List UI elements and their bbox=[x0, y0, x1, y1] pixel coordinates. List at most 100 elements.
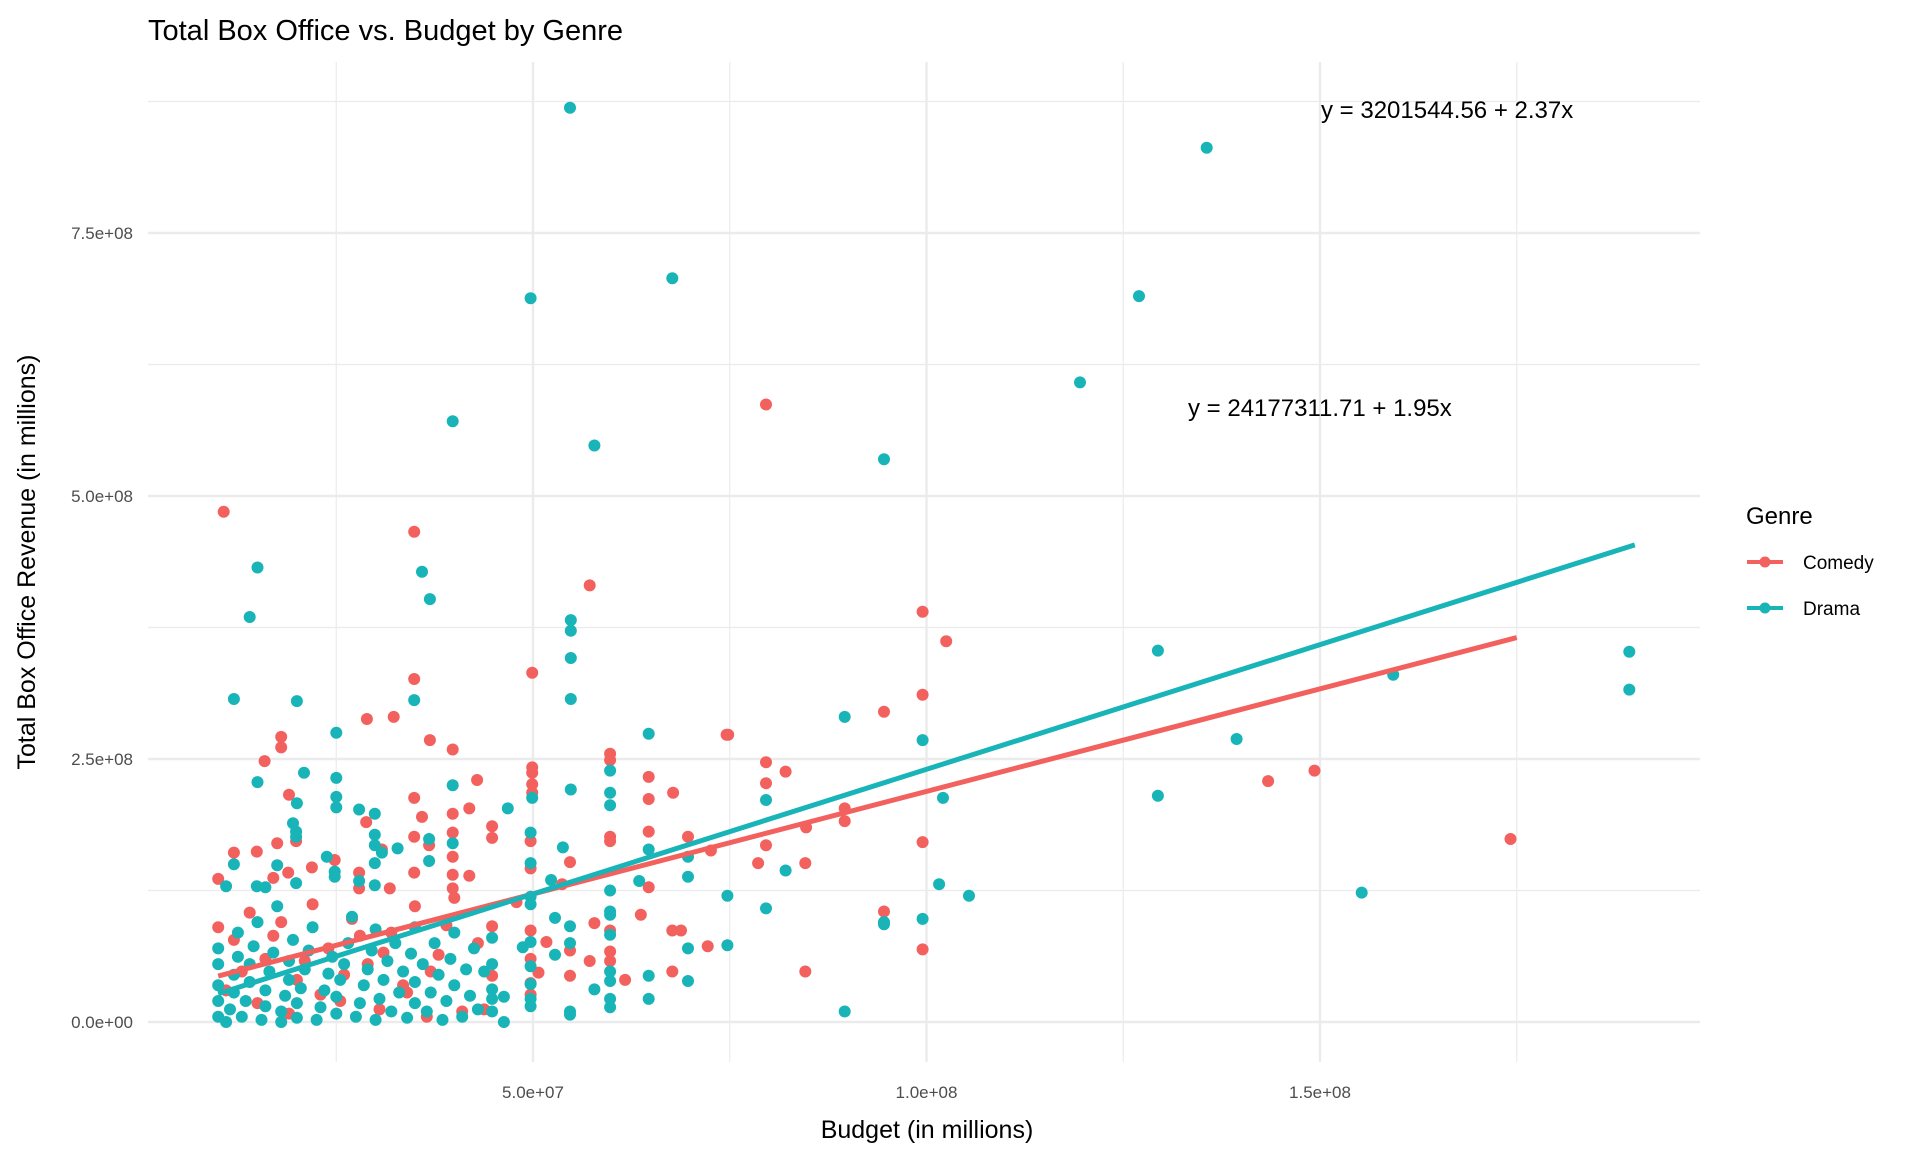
comedy-data-point bbox=[524, 924, 537, 937]
y-tick-label: 7.5e+08 bbox=[71, 224, 133, 243]
drama-data-point bbox=[604, 965, 617, 978]
comedy-data-point bbox=[752, 857, 765, 870]
drama-data-point bbox=[423, 593, 436, 606]
drama-data-point bbox=[497, 990, 510, 1003]
comedy-data-point bbox=[250, 845, 263, 858]
drama-data-point bbox=[330, 771, 343, 784]
comedy-data-point bbox=[1262, 775, 1275, 788]
drama-data-point bbox=[564, 614, 577, 627]
drama-data-point bbox=[937, 791, 949, 804]
drama-data-point bbox=[294, 982, 307, 995]
y-tick-label: 0.0e+00 bbox=[71, 1013, 133, 1032]
drama-data-point bbox=[251, 561, 264, 574]
comedy-data-point bbox=[408, 791, 421, 804]
legend-item-drama: Drama bbox=[1747, 599, 1860, 620]
drama-data-point bbox=[259, 984, 272, 997]
drama-data-point bbox=[524, 292, 537, 305]
drama-data-point bbox=[464, 989, 476, 1002]
comedy-data-point bbox=[526, 778, 539, 791]
comedy-data-point bbox=[675, 924, 687, 937]
comedy-data-point bbox=[619, 973, 632, 986]
comedy-data-point bbox=[463, 869, 476, 882]
drama-regression-line bbox=[217, 542, 1636, 997]
drama-data-point bbox=[377, 973, 390, 986]
comedy-data-point bbox=[760, 839, 772, 852]
comedy-data-point bbox=[446, 807, 459, 820]
drama-data-point bbox=[346, 910, 358, 923]
comedy-data-point bbox=[446, 850, 459, 863]
comedy-data-point bbox=[642, 825, 655, 838]
comedy-data-point bbox=[760, 398, 772, 411]
comedy-data-point bbox=[486, 920, 499, 933]
comedy-data-point bbox=[916, 836, 929, 849]
drama-data-point bbox=[279, 989, 292, 1002]
drama-data-point bbox=[368, 807, 381, 820]
drama-data-point bbox=[440, 995, 453, 1007]
comedy-data-point bbox=[432, 948, 445, 961]
drama-data-point bbox=[251, 916, 264, 929]
drama-data-point bbox=[916, 912, 929, 925]
drama-data-point bbox=[549, 948, 561, 961]
drama-data-point bbox=[604, 928, 617, 941]
comedy-data-point bbox=[604, 835, 617, 848]
drama-data-point bbox=[444, 952, 457, 965]
drama-data-point bbox=[432, 968, 445, 981]
drama-data-point bbox=[423, 855, 436, 867]
comedy-data-point bbox=[423, 734, 436, 747]
drama-data-point bbox=[682, 975, 694, 987]
drama-data-point bbox=[564, 920, 576, 933]
drama-data-point bbox=[436, 1013, 449, 1026]
drama-data-point bbox=[501, 802, 514, 815]
drama-data-point bbox=[604, 786, 617, 799]
comedy-data-point bbox=[667, 786, 680, 799]
drama-data-point bbox=[564, 783, 577, 796]
drama-data-point bbox=[310, 1013, 323, 1026]
drama-data-point bbox=[349, 1010, 362, 1023]
x-tick-label: 1.5e+08 bbox=[1289, 1083, 1351, 1102]
comedy-data-point bbox=[446, 826, 459, 839]
drama-data-point bbox=[423, 833, 436, 845]
drama-data-point bbox=[916, 734, 929, 747]
comedy-data-point bbox=[486, 831, 499, 844]
drama-data-point bbox=[368, 828, 381, 841]
drama-data-point bbox=[271, 900, 284, 913]
drama-data-point bbox=[838, 710, 851, 723]
comedy-data-point bbox=[387, 710, 400, 723]
comedy-data-point bbox=[760, 777, 772, 790]
drama-data-point bbox=[604, 908, 617, 921]
drama-data-point bbox=[330, 990, 343, 1003]
drama-data-point bbox=[368, 857, 381, 870]
comedy-data-point bbox=[604, 754, 617, 767]
drama-data-point bbox=[330, 1007, 343, 1020]
comedy-data-point bbox=[275, 916, 288, 929]
drama-data-point bbox=[239, 995, 252, 1007]
comedy-data-point bbox=[486, 820, 499, 833]
drama-data-point bbox=[564, 937, 576, 950]
drama-data-point bbox=[1074, 376, 1086, 389]
drama-data-point bbox=[298, 766, 310, 779]
comedy-data-point bbox=[642, 881, 655, 894]
drama-data-point bbox=[428, 937, 441, 950]
comedy-data-point bbox=[799, 965, 812, 978]
drama-data-point bbox=[564, 693, 577, 705]
comedy-data-point bbox=[642, 770, 655, 783]
drama-data-point bbox=[306, 921, 319, 934]
drama-data-point bbox=[524, 960, 537, 973]
drama-data-point bbox=[334, 973, 347, 986]
drama-data-point bbox=[275, 1016, 288, 1028]
legend-label-comedy: Comedy bbox=[1803, 553, 1874, 574]
series-drama-points bbox=[212, 101, 1636, 1028]
comedy-data-point bbox=[212, 921, 225, 934]
comedy-data-point bbox=[212, 872, 225, 885]
drama-data-point bbox=[878, 453, 890, 466]
drama-data-point bbox=[604, 975, 617, 987]
comedy-data-point bbox=[446, 868, 459, 881]
drama-data-point bbox=[779, 864, 792, 877]
legend-key-dot bbox=[1759, 602, 1771, 614]
comedy-data-point bbox=[463, 802, 476, 815]
drama-data-point bbox=[721, 939, 734, 952]
drama-data-point bbox=[524, 826, 537, 839]
drama-data-point bbox=[235, 1010, 248, 1023]
x-tick-label: 5.0e+07 bbox=[502, 1083, 564, 1102]
comedy-data-point bbox=[258, 755, 271, 768]
